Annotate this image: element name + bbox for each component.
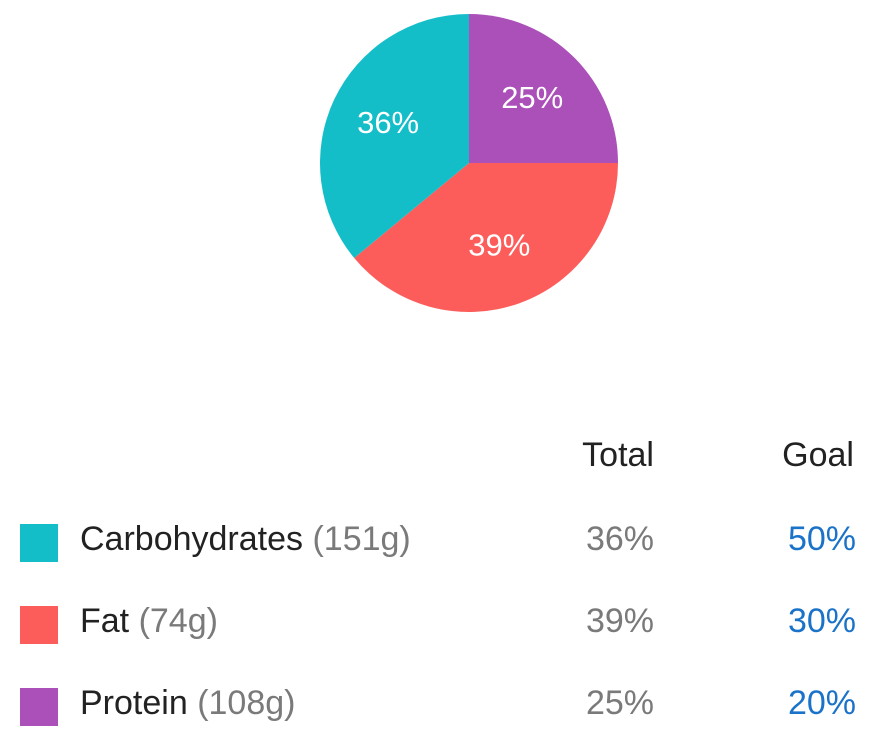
protein-color-swatch xyxy=(20,688,58,726)
carbohydrates-goal[interactable]: 50% xyxy=(787,520,856,558)
protein-goal[interactable]: 20% xyxy=(787,684,856,722)
table-row-carbohydrates: Carbohydrates (151g) 36% 50% xyxy=(0,520,884,570)
macro-amount: (151g) xyxy=(312,520,411,558)
fat-goal[interactable]: 30% xyxy=(787,602,856,640)
pie-label-protein: 25% xyxy=(501,80,563,115)
macro-name: Carbohydrates xyxy=(80,520,304,558)
goal-column-header: Goal xyxy=(782,436,854,474)
macro-amount: (108g) xyxy=(197,684,296,722)
pie-slice-protein xyxy=(469,14,618,163)
pie-slice-fat xyxy=(354,163,618,313)
protein-total: 25% xyxy=(585,684,654,722)
carbohydrates-total: 36% xyxy=(585,520,654,558)
fat-total: 39% xyxy=(585,602,654,640)
pie-slice-carbohydrates xyxy=(320,14,469,258)
carbohydrates-color-swatch xyxy=(20,524,58,562)
macro-name: Protein xyxy=(80,684,188,722)
total-column-header: Total xyxy=(582,436,654,474)
macro-pie-chart: 25% 39% 36% xyxy=(320,14,618,313)
macro-amount: (74g) xyxy=(138,602,218,640)
pie-label-fat: 39% xyxy=(468,227,530,262)
fat-color-swatch xyxy=(20,606,58,644)
table-row-protein: Protein (108g) 25% 20% xyxy=(0,684,884,734)
macro-name: Fat xyxy=(80,602,130,640)
carbohydrates-label: Carbohydrates (151g) xyxy=(80,520,411,559)
protein-label: Protein (108g) xyxy=(80,684,295,723)
table-row-fat: Fat (74g) 39% 30% xyxy=(0,602,884,652)
fat-label: Fat (74g) xyxy=(80,602,218,641)
pie-label-carbohydrates: 36% xyxy=(357,105,419,140)
